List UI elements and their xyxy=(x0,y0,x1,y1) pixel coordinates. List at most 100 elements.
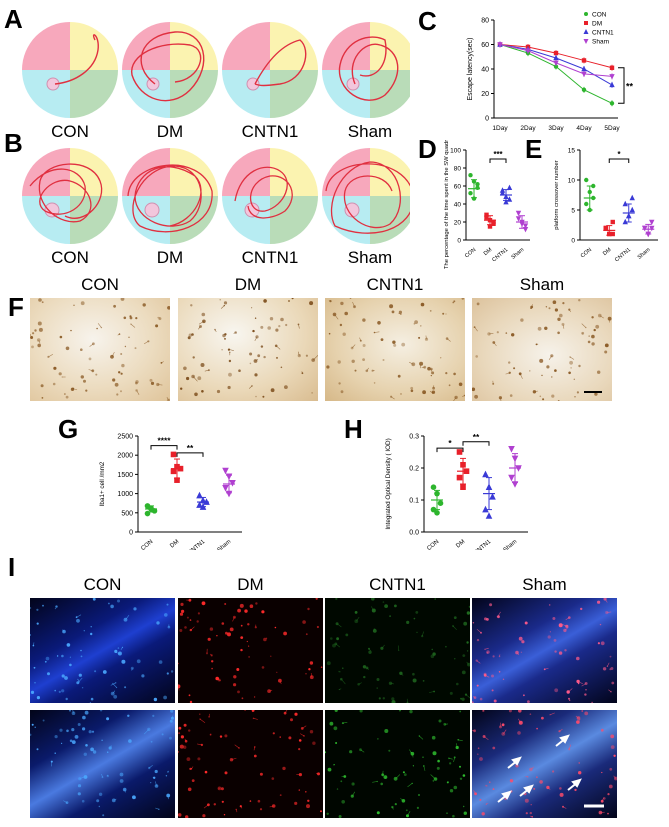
texture-speck xyxy=(340,301,344,306)
texture-speck xyxy=(92,598,96,601)
data-point xyxy=(622,200,628,207)
texture-speck xyxy=(73,304,75,306)
texture-speck xyxy=(588,335,590,337)
x-tick-label: CNTN1 xyxy=(491,247,509,263)
texture-process xyxy=(191,766,194,769)
legend-label: CON xyxy=(592,12,607,19)
data-point xyxy=(434,490,440,497)
texture-speck xyxy=(376,678,380,681)
texture-speck xyxy=(477,747,480,749)
texture-speck xyxy=(117,599,120,603)
texture-speck xyxy=(446,812,448,814)
texture-process xyxy=(409,749,412,753)
platform-icon xyxy=(146,77,160,91)
texture-speck xyxy=(340,780,343,783)
texture-speck xyxy=(260,345,264,348)
texture-speck xyxy=(150,381,155,385)
texture-process xyxy=(48,353,54,358)
texture-speck xyxy=(377,321,381,325)
texture-process xyxy=(447,781,449,783)
texture-process xyxy=(485,675,490,678)
texture-speck xyxy=(240,636,244,639)
texture-speck xyxy=(253,754,257,758)
texture-speck xyxy=(458,382,463,387)
texture-speck xyxy=(157,316,159,319)
texture-speck xyxy=(240,648,243,652)
texture-process xyxy=(519,373,523,379)
texture-process xyxy=(425,335,427,340)
texture-speck xyxy=(118,371,121,374)
texture-speck xyxy=(167,770,169,773)
texture-speck xyxy=(116,393,119,396)
texture-speck xyxy=(40,384,44,388)
texture-speck xyxy=(81,687,84,689)
texture-process xyxy=(486,652,488,654)
data-point xyxy=(499,190,506,196)
texture-speck xyxy=(573,378,575,380)
texture-speck xyxy=(41,301,44,304)
y-tick-label: 0 xyxy=(485,116,489,123)
texture-speck xyxy=(542,398,545,401)
texture-process xyxy=(453,397,457,401)
texture-speck xyxy=(449,762,452,765)
texture-speck xyxy=(89,702,92,703)
data-point xyxy=(485,512,493,519)
if-label-dm: DM xyxy=(237,575,264,594)
data-point xyxy=(487,224,493,229)
texture-process xyxy=(38,339,41,344)
data-point xyxy=(503,193,509,199)
texture-speck xyxy=(383,775,388,779)
texture-process xyxy=(398,376,400,378)
texture-speck xyxy=(551,394,555,398)
scale-bar xyxy=(584,391,602,393)
texture-process xyxy=(565,617,570,620)
texture-process xyxy=(97,323,102,328)
data-point xyxy=(148,506,154,512)
texture-speck xyxy=(380,338,384,341)
texture-speck xyxy=(185,815,189,818)
data-point xyxy=(522,223,529,229)
texture-speck xyxy=(84,710,89,715)
data-point xyxy=(584,201,589,207)
texture-speck xyxy=(309,661,314,665)
texture-speck xyxy=(291,298,294,300)
data-point xyxy=(484,215,489,220)
texture-speck xyxy=(431,735,436,740)
texture-speck xyxy=(420,325,422,327)
texture-speck xyxy=(545,306,548,308)
texture-process xyxy=(101,773,103,778)
data-point xyxy=(460,484,466,490)
texture-process xyxy=(72,710,74,714)
texture-speck xyxy=(328,332,331,335)
texture-process xyxy=(430,774,436,780)
maze-a-label-cntn1: CNTN1 xyxy=(241,122,299,141)
texture-process xyxy=(302,725,307,729)
texture-speck xyxy=(189,700,193,703)
texture-process xyxy=(568,688,573,693)
y-tick-label: 0.2 xyxy=(409,465,419,472)
data-point xyxy=(225,473,233,481)
significance-bracket xyxy=(436,447,464,453)
texture-process xyxy=(232,617,235,622)
texture-speck xyxy=(329,721,334,726)
texture-speck xyxy=(120,298,125,301)
texture-speck xyxy=(283,631,287,636)
significance-bracket xyxy=(608,158,630,163)
texture-process xyxy=(124,789,126,793)
texture-speck xyxy=(267,326,271,330)
texture-speck xyxy=(290,718,293,722)
texture-speck xyxy=(578,364,581,368)
texture-speck xyxy=(201,601,206,606)
data-point xyxy=(170,451,177,458)
texture-speck xyxy=(394,803,397,806)
texture-process xyxy=(374,331,380,333)
texture-speck xyxy=(398,649,400,652)
texture-speck xyxy=(272,732,275,735)
y-tick-label: 40 xyxy=(454,201,462,208)
x-tick-label: Sham xyxy=(510,247,525,261)
texture-speck xyxy=(508,710,512,713)
panel-letter-c: C xyxy=(418,6,437,36)
texture-speck xyxy=(529,713,532,715)
texture-speck xyxy=(221,349,223,351)
data-point xyxy=(508,446,515,453)
